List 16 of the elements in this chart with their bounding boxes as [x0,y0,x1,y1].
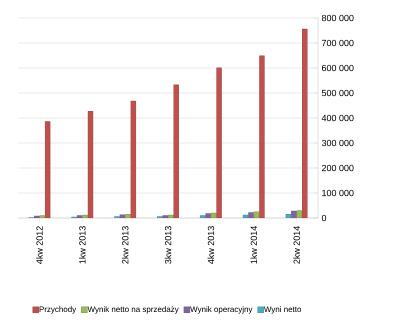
y-tick-label: 800 000 [322,14,354,22]
x-tick-label: 4kw 2012 [36,226,43,264]
x-tick-label: 1kw 2014 [250,226,258,264]
x-tick-label: 4kw 2013 [208,226,214,264]
y-tick-label: 400 000 [322,114,354,122]
y-tick-label: 700 000 [322,40,354,46]
y-tick-label: 100 000 [322,190,354,196]
y-tick-label: 300 000 [322,140,354,146]
x-tick-label: 2kw 2014 [293,226,300,264]
y-tick-label: 500 000 [322,90,354,96]
y-tick-label: 0 [322,214,326,222]
y-tick-label: 600 000 [322,64,354,72]
x-tick-label: 2kw 2013 [122,226,128,264]
x-tick-label: 3kw 2013 [164,226,172,264]
x-tick-label: 1kw 2013 [78,226,86,264]
y-tick-label: 200 000 [322,164,354,172]
